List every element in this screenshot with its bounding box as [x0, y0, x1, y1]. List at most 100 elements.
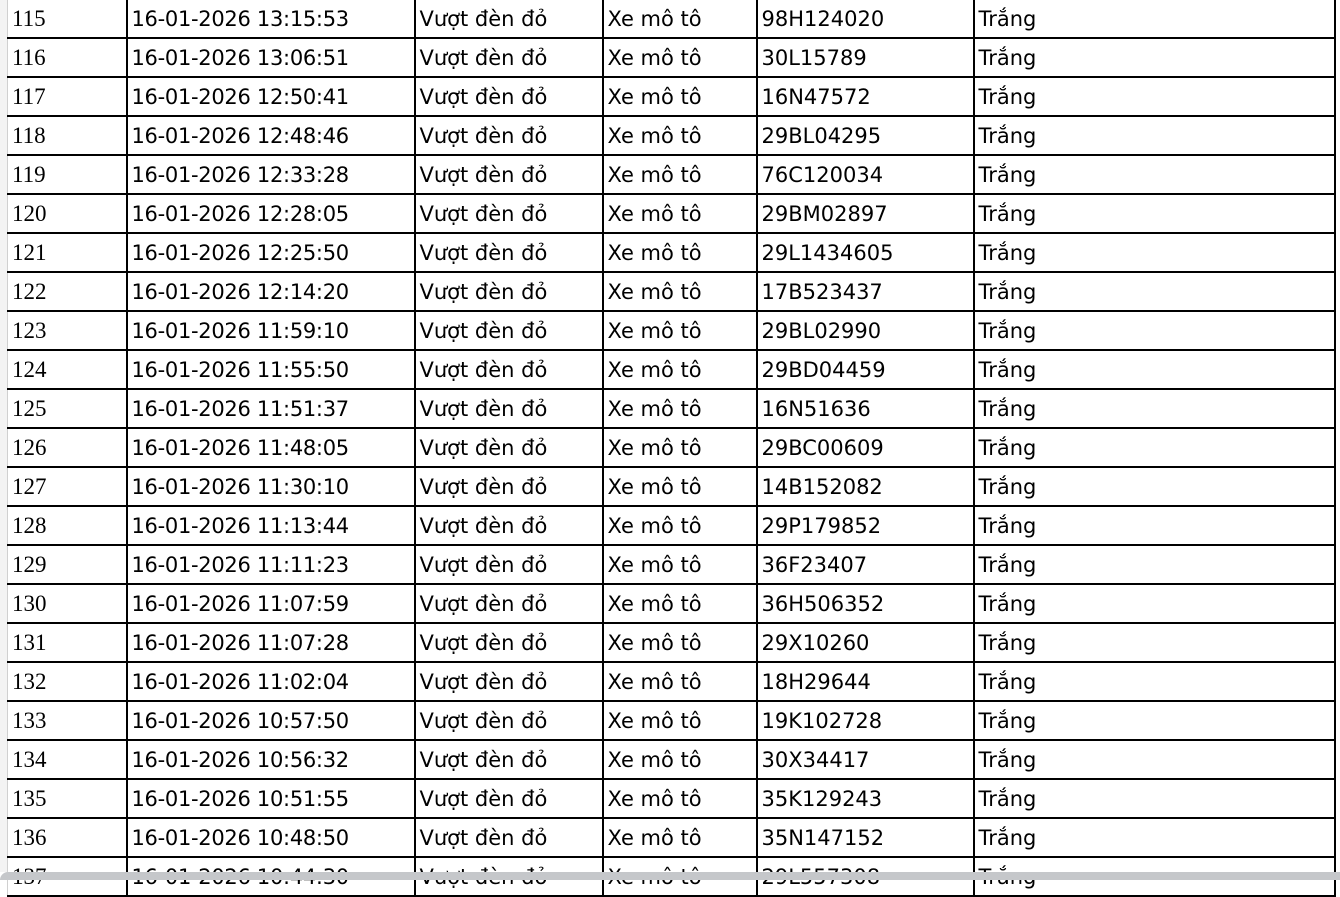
violation-cell[interactable]: Vượt đèn đỏ — [413, 310, 604, 351]
vehicle-type-cell[interactable]: Xe mô tô — [601, 622, 758, 663]
datetime-cell[interactable]: 16-01-2026 11:51:37 — [125, 388, 416, 429]
plate-cell[interactable]: 29L1434605 — [755, 232, 975, 273]
plate-cell[interactable]: 19K102728 — [755, 700, 975, 741]
violation-cell[interactable]: Vượt đèn đỏ — [413, 505, 604, 546]
plate-cell[interactable]: 14B152082 — [755, 466, 975, 507]
row-number-cell[interactable]: 116 — [7, 37, 128, 78]
row-number-cell[interactable]: 120 — [7, 193, 128, 234]
violation-cell[interactable]: Vượt đèn đỏ — [413, 37, 604, 78]
row-number-cell[interactable]: 118 — [7, 115, 128, 156]
violation-cell[interactable]: Vượt đèn đỏ — [413, 661, 604, 702]
plate-cell[interactable]: 29BL02990 — [755, 310, 975, 351]
color-cell[interactable]: Trắng — [972, 427, 1336, 468]
color-cell[interactable]: Trắng — [972, 0, 1336, 39]
row-number-cell[interactable]: 117 — [7, 76, 128, 117]
plate-cell[interactable]: 29BM02897 — [755, 193, 975, 234]
datetime-cell[interactable]: 16-01-2026 10:57:50 — [125, 700, 416, 741]
violation-cell[interactable]: Vượt đèn đỏ — [413, 739, 604, 780]
plate-cell[interactable]: 35N147152 — [755, 817, 975, 858]
vehicle-type-cell[interactable]: Xe mô tô — [601, 115, 758, 156]
color-cell[interactable]: Trắng — [972, 388, 1336, 429]
datetime-cell[interactable]: 16-01-2026 12:28:05 — [125, 193, 416, 234]
color-cell[interactable]: Trắng — [972, 661, 1336, 702]
datetime-cell[interactable]: 16-01-2026 12:25:50 — [125, 232, 416, 273]
violation-cell[interactable]: Vượt đèn đỏ — [413, 466, 604, 507]
plate-cell[interactable]: 29P179852 — [755, 505, 975, 546]
vehicle-type-cell[interactable]: Xe mô tô — [601, 271, 758, 312]
datetime-cell[interactable]: 16-01-2026 11:02:04 — [125, 661, 416, 702]
row-number-cell[interactable]: 134 — [7, 739, 128, 780]
row-number-cell[interactable]: 126 — [7, 427, 128, 468]
color-cell[interactable]: Trắng — [972, 739, 1336, 780]
datetime-cell[interactable]: 16-01-2026 11:59:10 — [125, 310, 416, 351]
datetime-cell[interactable]: 16-01-2026 13:06:51 — [125, 37, 416, 78]
color-cell[interactable]: Trắng — [972, 115, 1336, 156]
color-cell[interactable]: Trắng — [972, 466, 1336, 507]
plate-cell[interactable]: 76C120034 — [755, 154, 975, 195]
row-number-cell[interactable]: 136 — [7, 817, 128, 858]
datetime-cell[interactable]: 16-01-2026 11:11:23 — [125, 544, 416, 585]
color-cell[interactable]: Trắng — [972, 232, 1336, 273]
plate-cell[interactable]: 18H29644 — [755, 661, 975, 702]
violation-cell[interactable]: Vượt đèn đỏ — [413, 0, 604, 39]
datetime-cell[interactable]: 16-01-2026 10:48:50 — [125, 817, 416, 858]
vehicle-type-cell[interactable]: Xe mô tô — [601, 349, 758, 390]
vehicle-type-cell[interactable]: Xe mô tô — [601, 466, 758, 507]
violation-cell[interactable]: Vượt đèn đỏ — [413, 700, 604, 741]
color-cell[interactable]: Trắng — [972, 583, 1336, 624]
row-number-cell[interactable]: 129 — [7, 544, 128, 585]
vehicle-type-cell[interactable]: Xe mô tô — [601, 778, 758, 819]
row-number-cell[interactable]: 132 — [7, 661, 128, 702]
vehicle-type-cell[interactable]: Xe mô tô — [601, 505, 758, 546]
plate-cell[interactable]: 29X10260 — [755, 622, 975, 663]
datetime-cell[interactable]: 16-01-2026 12:33:28 — [125, 154, 416, 195]
row-number-cell[interactable]: 123 — [7, 310, 128, 351]
violation-cell[interactable]: Vượt đèn đỏ — [413, 115, 604, 156]
datetime-cell[interactable]: 16-01-2026 13:15:53 — [125, 0, 416, 39]
violation-cell[interactable]: Vượt đèn đỏ — [413, 544, 604, 585]
vehicle-type-cell[interactable]: Xe mô tô — [601, 700, 758, 741]
color-cell[interactable]: Trắng — [972, 193, 1336, 234]
row-number-cell[interactable]: 121 — [7, 232, 128, 273]
color-cell[interactable]: Trắng — [972, 817, 1336, 858]
color-cell[interactable]: Trắng — [972, 76, 1336, 117]
datetime-cell[interactable]: 16-01-2026 10:56:32 — [125, 739, 416, 780]
violation-cell[interactable]: Vượt đèn đỏ — [413, 271, 604, 312]
vehicle-type-cell[interactable]: Xe mô tô — [601, 739, 758, 780]
datetime-cell[interactable]: 16-01-2026 11:30:10 — [125, 466, 416, 507]
horizontal-scrollbar[interactable] — [0, 872, 1340, 880]
datetime-cell[interactable]: 16-01-2026 12:14:20 — [125, 271, 416, 312]
vehicle-type-cell[interactable]: Xe mô tô — [601, 310, 758, 351]
color-cell[interactable]: Trắng — [972, 310, 1336, 351]
violation-cell[interactable]: Vượt đèn đỏ — [413, 232, 604, 273]
row-number-cell[interactable]: 131 — [7, 622, 128, 663]
datetime-cell[interactable]: 16-01-2026 11:13:44 — [125, 505, 416, 546]
plate-cell[interactable]: 29BL04295 — [755, 115, 975, 156]
vehicle-type-cell[interactable]: Xe mô tô — [601, 37, 758, 78]
datetime-cell[interactable]: 16-01-2026 12:50:41 — [125, 76, 416, 117]
vehicle-type-cell[interactable]: Xe mô tô — [601, 154, 758, 195]
violation-cell[interactable]: Vượt đèn đỏ — [413, 622, 604, 663]
row-number-cell[interactable]: 115 — [7, 0, 128, 39]
color-cell[interactable]: Trắng — [972, 700, 1336, 741]
violation-cell[interactable]: Vượt đèn đỏ — [413, 427, 604, 468]
plate-cell[interactable]: 35K129243 — [755, 778, 975, 819]
violation-cell[interactable]: Vượt đèn đỏ — [413, 154, 604, 195]
color-cell[interactable]: Trắng — [972, 271, 1336, 312]
color-cell[interactable]: Trắng — [972, 544, 1336, 585]
vehicle-type-cell[interactable]: Xe mô tô — [601, 544, 758, 585]
plate-cell[interactable]: 36F23407 — [755, 544, 975, 585]
violation-cell[interactable]: Vượt đèn đỏ — [413, 778, 604, 819]
violation-cell[interactable]: Vượt đèn đỏ — [413, 349, 604, 390]
plate-cell[interactable]: 17B523437 — [755, 271, 975, 312]
plate-cell[interactable]: 29BD04459 — [755, 349, 975, 390]
row-number-cell[interactable]: 128 — [7, 505, 128, 546]
row-number-cell[interactable]: 119 — [7, 154, 128, 195]
color-cell[interactable]: Trắng — [972, 622, 1336, 663]
row-number-cell[interactable]: 133 — [7, 700, 128, 741]
violation-cell[interactable]: Vượt đèn đỏ — [413, 193, 604, 234]
vehicle-type-cell[interactable]: Xe mô tô — [601, 661, 758, 702]
datetime-cell[interactable]: 16-01-2026 10:51:55 — [125, 778, 416, 819]
vehicle-type-cell[interactable]: Xe mô tô — [601, 0, 758, 39]
plate-cell[interactable]: 36H506352 — [755, 583, 975, 624]
